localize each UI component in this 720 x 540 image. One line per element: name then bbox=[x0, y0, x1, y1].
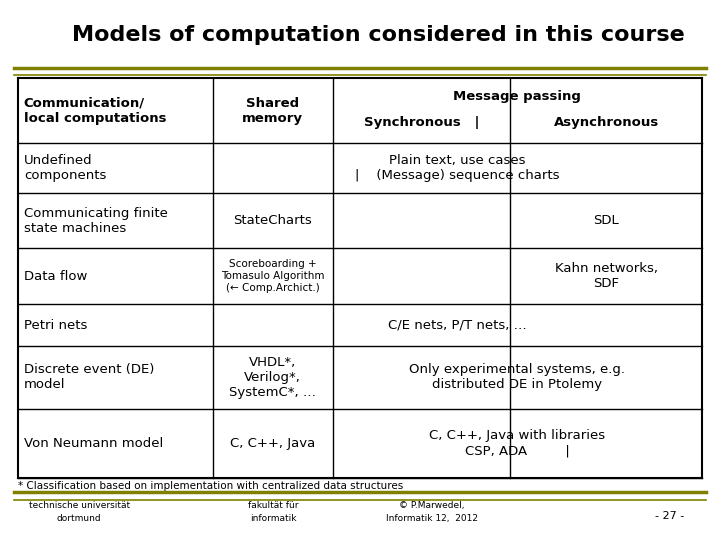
Text: Communicating finite
state machines: Communicating finite state machines bbox=[24, 207, 168, 234]
Text: Kahn networks,
SDF: Kahn networks, SDF bbox=[554, 262, 658, 290]
Text: Von Neumann model: Von Neumann model bbox=[24, 437, 163, 450]
Text: Data flow: Data flow bbox=[24, 269, 87, 282]
Text: C, C++, Java: C, C++, Java bbox=[230, 437, 315, 450]
Text: informatik: informatik bbox=[251, 514, 297, 523]
Text: © P.Marwedel,: © P.Marwedel, bbox=[400, 502, 464, 510]
Text: Undefined
components: Undefined components bbox=[24, 154, 106, 183]
Text: Message passing: Message passing bbox=[454, 90, 581, 103]
Text: * Classification based on implementation with centralized data structures: * Classification based on implementation… bbox=[18, 481, 403, 491]
Text: Informatik 12,  2012: Informatik 12, 2012 bbox=[386, 514, 478, 523]
Text: C, C++, Java with libraries
CSP, ADA         |: C, C++, Java with libraries CSP, ADA | bbox=[429, 429, 606, 457]
Text: Discrete event (DE)
model: Discrete event (DE) model bbox=[24, 363, 154, 392]
Text: Communication/
local computations: Communication/ local computations bbox=[24, 97, 166, 125]
Text: technische universität: technische universität bbox=[29, 502, 130, 510]
Text: Only experimental systems, e.g.
distributed DE in Ptolemy: Only experimental systems, e.g. distribu… bbox=[410, 363, 625, 392]
Text: SDL: SDL bbox=[593, 214, 619, 227]
Text: - 27 -: - 27 - bbox=[654, 511, 684, 521]
Text: Scoreboarding +
Tomasulo Algorithm
(← Comp.Archict.): Scoreboarding + Tomasulo Algorithm (← Co… bbox=[221, 259, 325, 293]
Text: fakultät für: fakultät für bbox=[248, 502, 299, 510]
Text: Asynchronous: Asynchronous bbox=[554, 116, 659, 129]
Text: Petri nets: Petri nets bbox=[24, 319, 87, 332]
Text: VHDL*,
Verilog*,
SystemC*, …: VHDL*, Verilog*, SystemC*, … bbox=[229, 356, 316, 399]
Text: Models of computation considered in this course: Models of computation considered in this… bbox=[71, 25, 685, 45]
Text: StateCharts: StateCharts bbox=[233, 214, 312, 227]
Text: dortmund: dortmund bbox=[57, 514, 102, 523]
Text: C/E nets, P/T nets, …: C/E nets, P/T nets, … bbox=[388, 319, 527, 332]
Text: Plain text, use cases
|    (Message) sequence charts: Plain text, use cases | (Message) sequen… bbox=[355, 154, 559, 183]
Text: Synchronous   |: Synchronous | bbox=[364, 116, 480, 129]
Text: Shared
memory: Shared memory bbox=[243, 97, 303, 125]
